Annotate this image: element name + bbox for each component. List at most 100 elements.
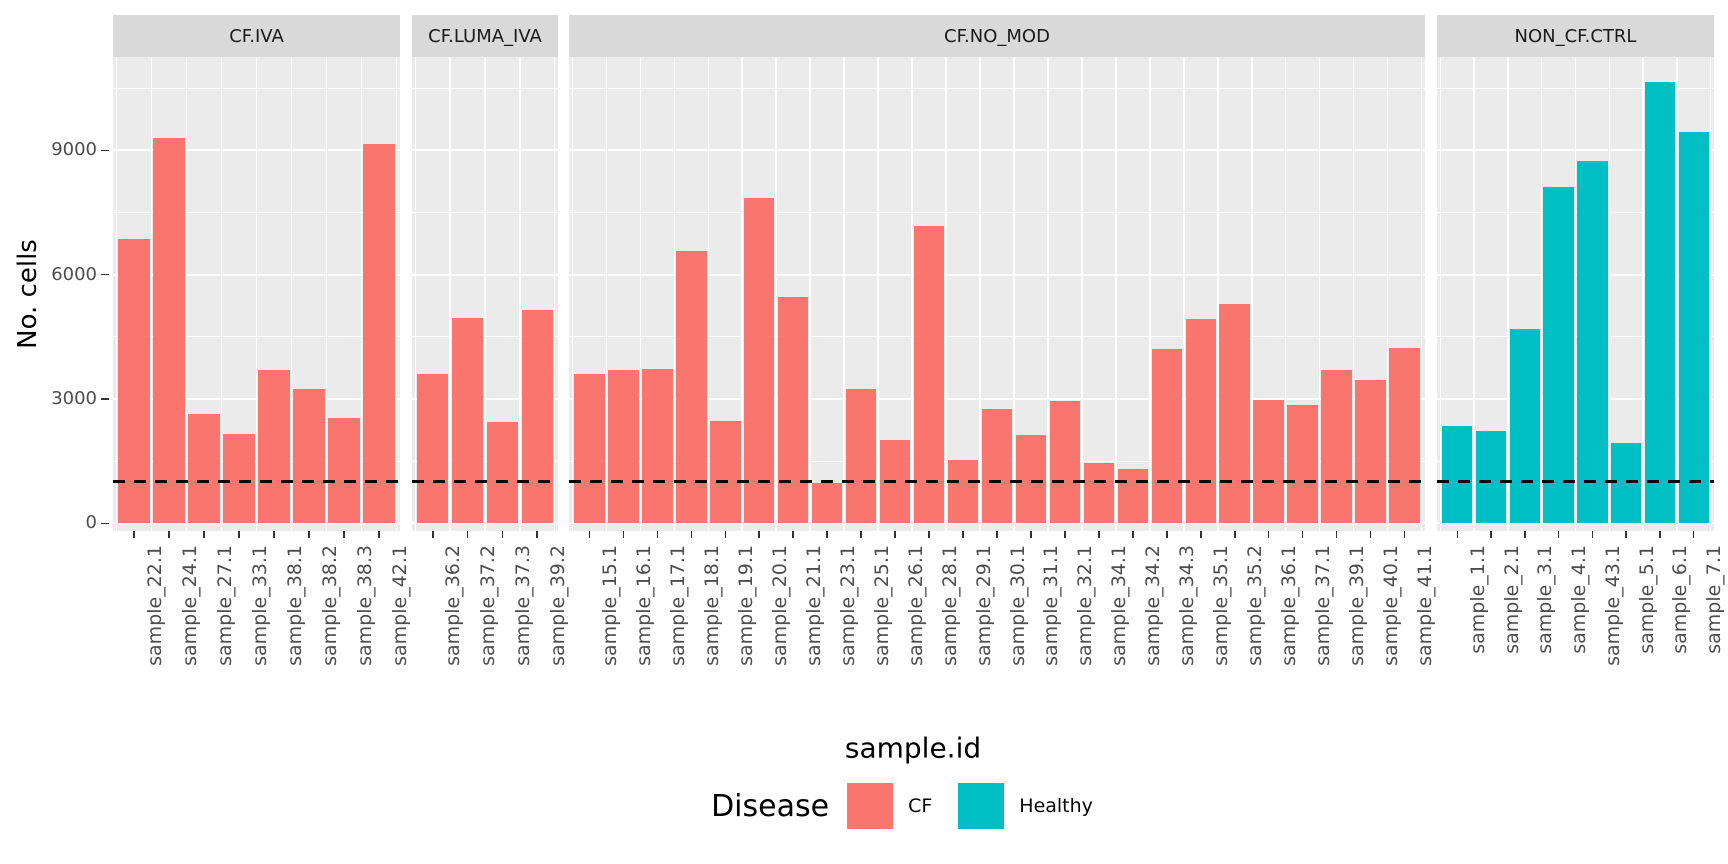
bar — [118, 239, 150, 524]
y-tick-label: 9000 — [51, 139, 97, 161]
bar — [1185, 318, 1217, 524]
x-tick-label: sample_23.1 — [836, 545, 859, 666]
bar — [811, 483, 843, 524]
x-tick-label: sample_15.1 — [598, 545, 621, 666]
x-tick-label: sample_35.2 — [1244, 545, 1267, 666]
facet-strip-label: CF.NO_MOD — [944, 25, 1050, 47]
x-tick-mark — [1659, 531, 1661, 538]
vertical-gridline — [1676, 57, 1678, 531]
x-tick-label: sample_39.1 — [1346, 545, 1369, 666]
legend-label-cf: CF — [908, 795, 933, 817]
x-tick-label: sample_26.1 — [904, 545, 927, 666]
bar — [1287, 405, 1318, 524]
vertical-gridline — [1574, 57, 1577, 531]
vertical-gridline — [1318, 57, 1321, 531]
vertical-gridline — [220, 57, 223, 531]
vertical-gridline — [553, 57, 556, 531]
vertical-gridline — [775, 57, 777, 531]
bar — [1049, 401, 1081, 524]
major-gridline — [569, 398, 1425, 400]
x-tick-mark — [1234, 531, 1236, 538]
x-tick-label: sample_36.1 — [1278, 545, 1301, 666]
x-tick-mark — [1625, 531, 1627, 538]
legend-entry-healthy: Healthy — [958, 783, 1093, 829]
x-tick-mark — [536, 531, 538, 538]
vertical-gridline — [809, 57, 811, 531]
vertical-gridline — [1507, 57, 1509, 531]
bar — [777, 297, 809, 524]
x-tick-mark — [1692, 531, 1695, 538]
major-gridline — [569, 522, 1425, 525]
bar — [1509, 328, 1541, 524]
x-tick-mark — [1591, 531, 1594, 538]
bar — [293, 388, 325, 524]
vertical-gridline — [484, 57, 486, 531]
x-tick-label: sample_34.1 — [1108, 545, 1131, 666]
facet-strip-label: CF.LUMA_IVA — [428, 25, 542, 47]
bar — [1355, 379, 1386, 524]
bar — [417, 374, 449, 524]
x-tick-label: sample_37.2 — [477, 545, 500, 666]
vertical-gridline — [571, 57, 574, 531]
x-tick-label: sample_39.2 — [546, 545, 569, 666]
x-tick-mark — [690, 531, 693, 538]
vertical-gridline — [843, 57, 845, 531]
x-tick-mark — [894, 531, 896, 538]
bar — [451, 318, 484, 524]
facet-panel — [113, 57, 400, 531]
x-tick-label: sample_41.1 — [1414, 545, 1437, 666]
facet-strip: CF.IVA — [113, 15, 400, 57]
vertical-gridline — [185, 57, 188, 531]
vertical-gridline — [1149, 57, 1151, 531]
x-tick-mark — [1403, 531, 1406, 538]
bar — [486, 421, 519, 524]
x-tick-mark — [1030, 531, 1032, 538]
bar — [676, 251, 707, 524]
vertical-gridline — [360, 57, 363, 531]
x-tick-mark — [343, 531, 345, 538]
x-tick-label: sample_25.1 — [870, 545, 893, 666]
x-tick-label: sample_37.1 — [1312, 545, 1335, 666]
facet-panel — [569, 57, 1425, 531]
major-gridline — [569, 149, 1425, 152]
y-axis-title: No. cells — [13, 239, 43, 349]
vertical-gridline — [150, 57, 153, 531]
x-tick-label: sample_7.1 — [1703, 545, 1726, 654]
bar — [1015, 435, 1047, 524]
vertical-gridline — [707, 57, 710, 531]
bar — [1543, 187, 1574, 524]
facet-panel — [412, 57, 558, 531]
facet-strip: NON_CF.CTRL — [1437, 15, 1714, 57]
x-tick-mark — [378, 531, 380, 538]
facet-strip: CF.NO_MOD — [569, 15, 1425, 57]
x-tick-label: sample_2.1 — [1500, 545, 1523, 654]
x-tick-label: sample_24.1 — [178, 545, 201, 666]
vertical-gridline — [741, 57, 743, 531]
vertical-gridline — [639, 57, 642, 531]
vertical-gridline — [673, 57, 676, 531]
vertical-gridline — [1473, 57, 1475, 531]
y-tick-label: 3000 — [51, 388, 97, 409]
x-tick-label: sample_20.1 — [768, 545, 791, 666]
bar — [947, 460, 979, 524]
vertical-gridline — [877, 57, 879, 531]
vertical-gridline — [911, 57, 913, 531]
x-tick-label: sample_37.3 — [511, 545, 534, 666]
bar — [642, 368, 673, 524]
healthy-color-swatch — [958, 783, 1005, 829]
x-tick-mark — [928, 531, 930, 538]
vertical-gridline — [1386, 57, 1389, 531]
vertical-gridline — [1251, 57, 1253, 531]
bar — [845, 388, 877, 524]
x-tick-label: sample_31.1 — [1040, 545, 1063, 666]
bar — [1644, 81, 1676, 524]
x-tick-label: sample_34.3 — [1176, 545, 1199, 666]
x-tick-label: sample_22.1 — [143, 545, 166, 666]
x-tick-label: sample_38.3 — [353, 545, 376, 666]
x-tick-mark — [1301, 531, 1304, 538]
bar — [1253, 400, 1285, 524]
vertical-gridline — [945, 57, 947, 531]
x-tick-mark — [1166, 531, 1168, 538]
cf-color-swatch — [847, 783, 894, 829]
